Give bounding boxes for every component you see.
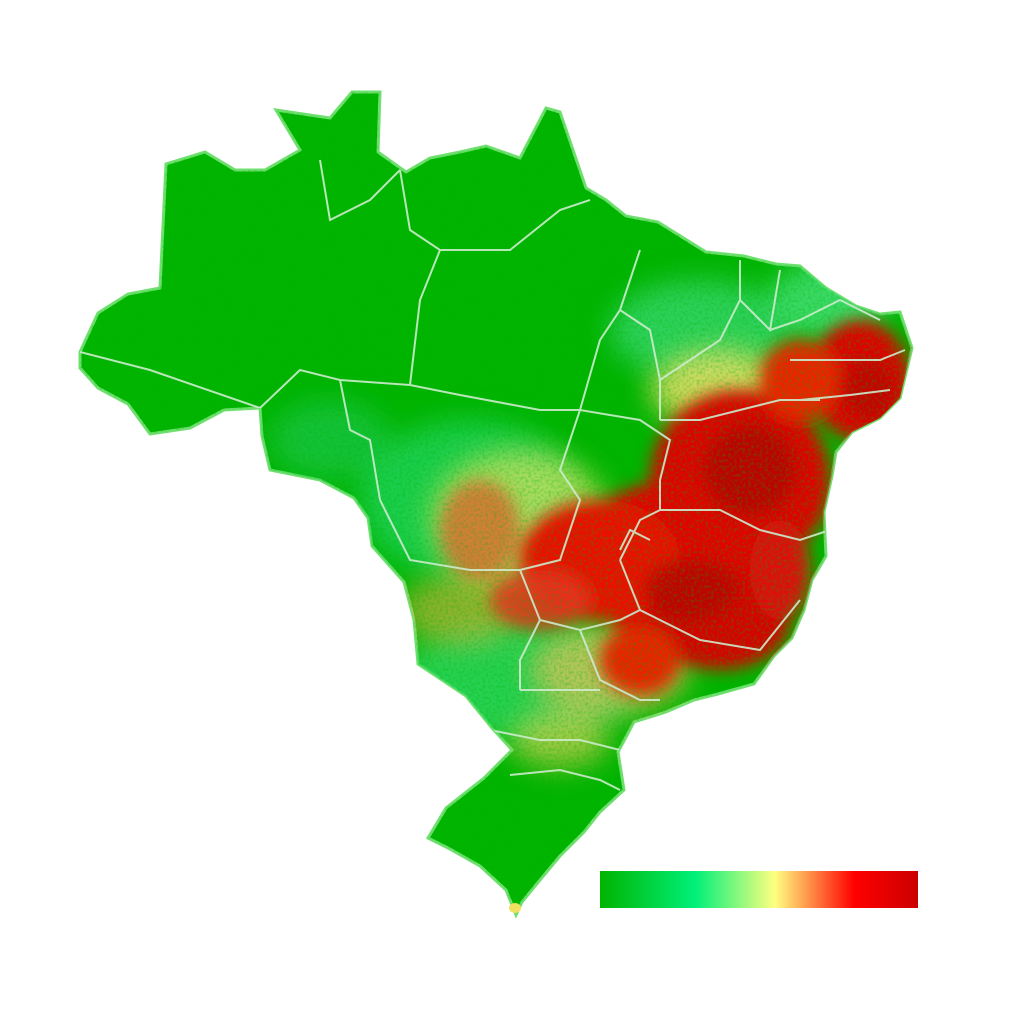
state-borders bbox=[80, 159, 906, 791]
legend-gradient-bar bbox=[600, 871, 918, 908]
coastal-island bbox=[509, 903, 521, 913]
color-scale-legend bbox=[600, 871, 918, 908]
